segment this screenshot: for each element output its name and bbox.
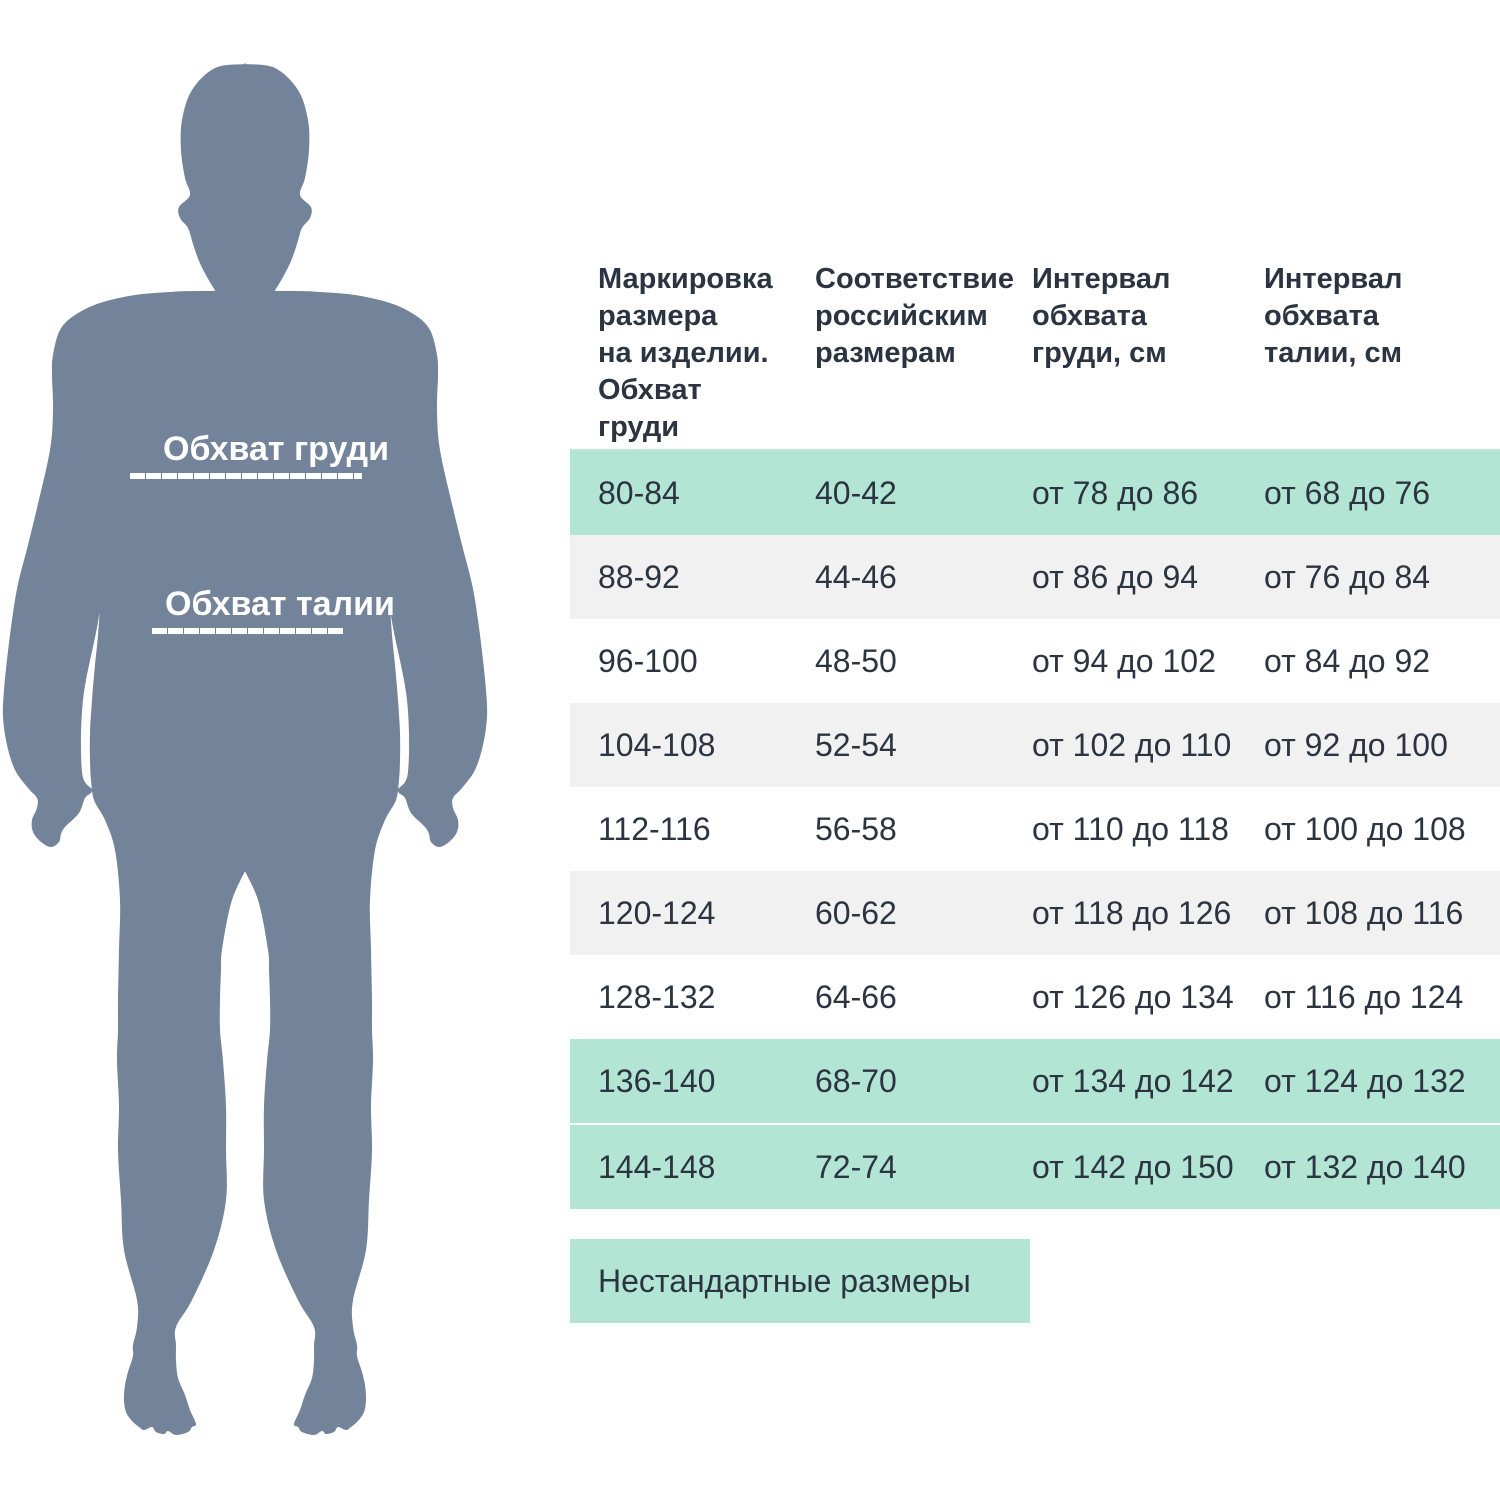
svg-text:Обхват талии: Обхват талии [165,585,395,623]
svg-text:Обхват груди: Обхват груди [163,430,389,468]
